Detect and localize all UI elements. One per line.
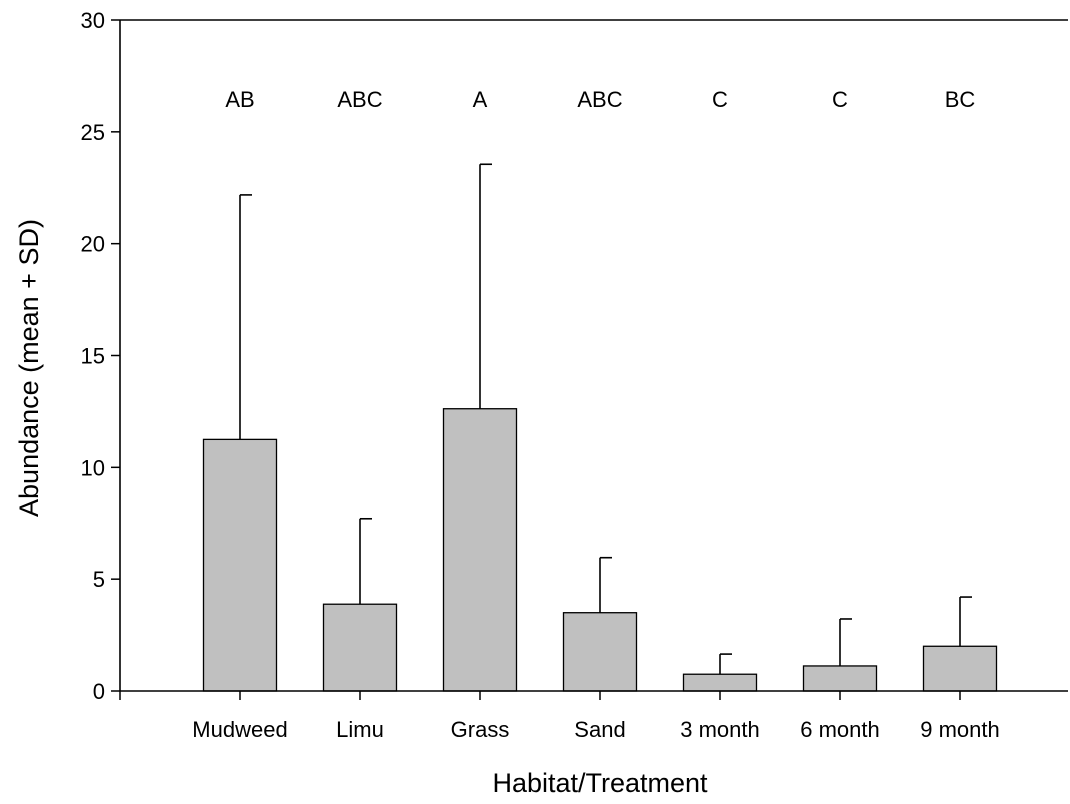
category-labels-layer: Mudweed Limu Grass Sand 3 month 6 month 9 mont… (192, 717, 999, 742)
x-tick-label-6: 6 month (800, 717, 880, 742)
bar-4 (562, 612, 638, 692)
group-letter-3: A (473, 87, 488, 112)
error-bar-3 (479, 163, 492, 409)
y-tick-label-3: 10 (81, 455, 105, 480)
bar-2 (322, 603, 398, 692)
group-letter-2: ABC (337, 87, 382, 112)
y-tick-label-1: 0 (93, 679, 105, 704)
group-letter-1: AB (225, 87, 254, 112)
error-bar-6 (839, 618, 852, 666)
group-letters-layer: AB ABC A ABC C C BC (225, 87, 975, 112)
y-tick-label-2: 5 (93, 567, 105, 592)
group-letter-4: ABC (577, 87, 622, 112)
group-letter-5: C (712, 87, 728, 112)
error-bar-1 (239, 194, 252, 440)
y-tick-label-5: 20 (81, 232, 105, 257)
error-bars-layer (239, 163, 972, 675)
y-tick-label-4: 15 (81, 344, 105, 369)
bar-6 (802, 665, 878, 692)
x-axis-title: Habitat/Treatment (492, 768, 708, 798)
y-ticks-layer: 0 5 10 15 20 25 30 (81, 8, 120, 704)
bar-1 (202, 438, 278, 692)
x-tick-label-2: Limu (336, 717, 384, 742)
group-letter-6: C (832, 87, 848, 112)
y-tick-label-7: 30 (81, 8, 105, 33)
error-bar-7 (959, 596, 972, 647)
y-tick-label-6: 25 (81, 120, 105, 145)
x-tick-label-7: 9 month (920, 717, 1000, 742)
bar-7 (922, 645, 998, 692)
error-bar-2 (359, 517, 372, 605)
x-tick-label-4: Sand (574, 717, 625, 742)
bars-layer (202, 408, 998, 692)
bar-3 (442, 408, 518, 692)
error-bar-4 (599, 556, 612, 613)
x-tick-label-5: 3 month (680, 717, 760, 742)
error-bar-5 (719, 653, 732, 675)
group-letter-7: BC (945, 87, 976, 112)
y-axis-title: Abundance (mean + SD) (14, 219, 44, 517)
bar-5 (682, 673, 758, 692)
x-tick-label-3: Grass (451, 717, 510, 742)
x-tick-label-1: Mudweed (192, 717, 287, 742)
